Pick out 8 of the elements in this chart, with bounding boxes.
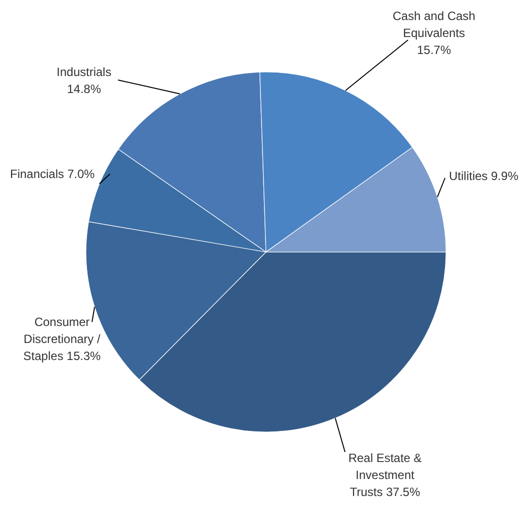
data-label: 14.8% <box>66 82 102 96</box>
slice-label: Real Estate & Investment Trusts 37.5% <box>348 451 422 499</box>
data-label: 15.7% <box>416 43 452 57</box>
slice-label: Financials 7.0% <box>10 167 96 181</box>
slice-label: Industrials <box>56 65 112 79</box>
slice-label: Cash and Cash Equivalents <box>392 9 476 40</box>
slice-label: Utilities 9.9% <box>449 169 519 183</box>
slice-label: Consumer Discretionary / Staples 15.3% <box>23 315 102 363</box>
